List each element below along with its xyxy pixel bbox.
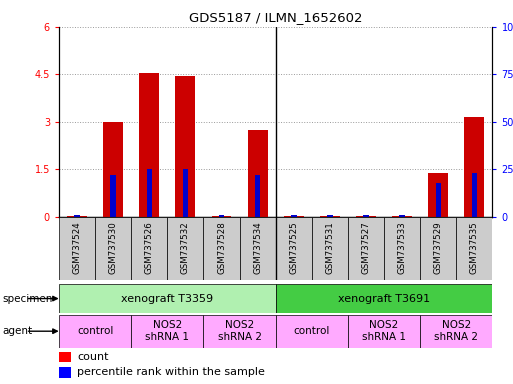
- Text: NOS2
shRNA 1: NOS2 shRNA 1: [362, 320, 406, 342]
- Text: GSM737526: GSM737526: [145, 221, 154, 274]
- Text: GSM737525: GSM737525: [289, 221, 298, 274]
- Bar: [464, 117, 484, 217]
- Bar: [248, 130, 268, 217]
- Text: GSM737528: GSM737528: [217, 221, 226, 274]
- Text: NOS2
shRNA 1: NOS2 shRNA 1: [145, 320, 189, 342]
- Bar: [363, 215, 369, 217]
- Text: NOS2
shRNA 2: NOS2 shRNA 2: [218, 320, 262, 342]
- Bar: [284, 216, 304, 217]
- Bar: [183, 169, 188, 217]
- Text: GSM737530: GSM737530: [109, 221, 117, 274]
- Bar: [255, 175, 261, 217]
- Bar: [131, 315, 204, 348]
- Bar: [59, 217, 95, 280]
- Bar: [212, 216, 231, 217]
- Bar: [240, 217, 275, 280]
- Text: xenograft T3691: xenograft T3691: [338, 293, 430, 304]
- Bar: [175, 76, 195, 217]
- Bar: [312, 217, 348, 280]
- Bar: [275, 284, 492, 313]
- Bar: [420, 217, 457, 280]
- Bar: [110, 175, 116, 217]
- Bar: [348, 217, 384, 280]
- Bar: [204, 315, 275, 348]
- Text: control: control: [77, 326, 113, 336]
- Text: agent: agent: [3, 326, 33, 336]
- Text: control: control: [293, 326, 330, 336]
- Bar: [420, 315, 492, 348]
- Bar: [67, 216, 87, 217]
- Bar: [428, 173, 448, 217]
- Bar: [275, 315, 348, 348]
- Bar: [348, 315, 420, 348]
- Text: GSM737531: GSM737531: [325, 221, 334, 274]
- Text: NOS2
shRNA 2: NOS2 shRNA 2: [435, 320, 478, 342]
- Title: GDS5187 / ILMN_1652602: GDS5187 / ILMN_1652602: [189, 11, 363, 24]
- Bar: [384, 217, 420, 280]
- Bar: [59, 367, 71, 378]
- Bar: [219, 215, 224, 217]
- Bar: [291, 215, 297, 217]
- Text: GSM737535: GSM737535: [470, 221, 479, 274]
- Bar: [327, 215, 332, 217]
- Text: GSM737527: GSM737527: [362, 221, 370, 274]
- Text: percentile rank within the sample: percentile rank within the sample: [77, 367, 265, 377]
- Bar: [167, 217, 204, 280]
- Bar: [131, 217, 167, 280]
- Bar: [204, 217, 240, 280]
- Bar: [472, 173, 477, 217]
- Text: GSM737532: GSM737532: [181, 221, 190, 274]
- Bar: [95, 217, 131, 280]
- Text: specimen: specimen: [3, 293, 53, 304]
- Text: xenograft T3359: xenograft T3359: [121, 293, 213, 304]
- Text: GSM737534: GSM737534: [253, 221, 262, 274]
- Bar: [140, 73, 159, 217]
- Bar: [147, 169, 152, 217]
- Text: GSM737529: GSM737529: [434, 221, 443, 274]
- Bar: [436, 183, 441, 217]
- Bar: [59, 352, 71, 362]
- Text: GSM737533: GSM737533: [398, 221, 407, 274]
- Bar: [59, 315, 131, 348]
- Bar: [275, 217, 312, 280]
- Bar: [320, 216, 340, 217]
- Bar: [103, 122, 123, 217]
- Bar: [457, 217, 492, 280]
- Bar: [392, 216, 412, 217]
- Bar: [59, 284, 275, 313]
- Bar: [400, 215, 405, 217]
- Text: count: count: [77, 352, 109, 362]
- Text: GSM737524: GSM737524: [72, 221, 82, 274]
- Bar: [356, 216, 376, 217]
- Bar: [74, 215, 80, 217]
